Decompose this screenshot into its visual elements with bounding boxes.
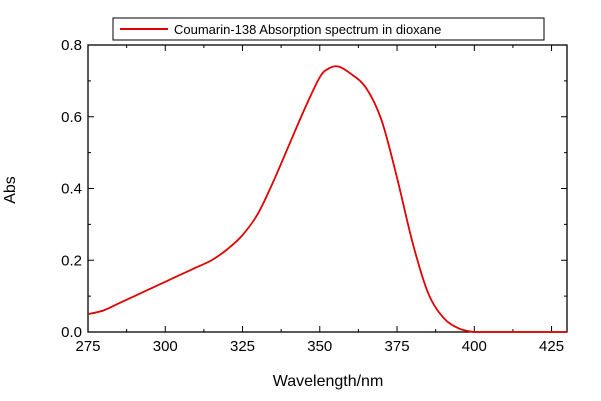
legend-label: Coumarin-138 Absorption spectrum in diox… — [174, 22, 441, 37]
y-tick-label: 0.6 — [61, 109, 82, 126]
x-tick-label: 350 — [307, 338, 332, 355]
x-tick-label: 400 — [462, 338, 487, 355]
series-line — [87, 65, 567, 333]
y-tick-label: 0.2 — [61, 252, 82, 269]
legend-box — [112, 17, 545, 41]
x-tick-label: 425 — [539, 338, 564, 355]
x-tick-label: 375 — [385, 338, 410, 355]
series — [87, 65, 567, 333]
x-tick-label: 300 — [153, 338, 178, 355]
y-tick-label: 0.8 — [61, 37, 82, 54]
legend: Coumarin-138 Absorption spectrum in diox… — [112, 17, 545, 41]
y-tick-label: 0.4 — [61, 181, 82, 198]
y-tick-label: 0.0 — [61, 324, 82, 341]
x-tick-label: 275 — [75, 338, 100, 355]
x-axis-title: Wavelength/nm — [273, 373, 384, 390]
y-axis-title: Abs — [2, 176, 19, 204]
x-tick-label: 325 — [230, 338, 255, 355]
ticks: 275 300 325 350 375 400 425 0.0 0.2 0.4 0.6 0.8 — [61, 37, 567, 355]
